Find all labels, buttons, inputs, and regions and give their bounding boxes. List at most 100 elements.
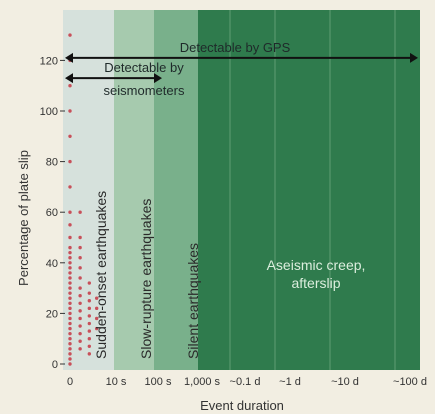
x-tick-label: ~10 d (331, 376, 359, 388)
data-point (78, 347, 82, 351)
data-point (94, 326, 99, 331)
data-point (68, 352, 72, 356)
arrow-label-gps: Detectable by GPS (180, 40, 291, 55)
region-label-1: Slow-rupture earthquakes (138, 199, 154, 359)
data-point (94, 296, 99, 300)
y-tick-label: 100 (40, 106, 58, 118)
data-point (68, 109, 72, 113)
data-point (68, 342, 72, 346)
data-point (68, 286, 72, 290)
data-point (68, 261, 72, 265)
region-label-0: Sudden-onset earthquakes (93, 191, 109, 359)
y-tick-label: 40 (46, 258, 58, 270)
data-point (68, 296, 72, 300)
arrow-head-right (154, 73, 162, 84)
arrow-head-left (65, 52, 73, 63)
data-point (78, 324, 82, 328)
data-point (78, 210, 82, 214)
y-tick-label: 0 (52, 359, 58, 371)
region-2 (154, 10, 198, 370)
data-point (68, 223, 72, 227)
data-point (68, 281, 72, 285)
y-axis-title: Percentage of plate slip (16, 150, 31, 286)
data-point (78, 293, 82, 298)
data-point (78, 276, 82, 280)
data-point (68, 185, 72, 189)
y-tick-label: 80 (46, 157, 58, 169)
data-point (87, 291, 92, 295)
x-tick-label: 100 s (145, 376, 172, 388)
data-point (68, 134, 72, 138)
data-point (78, 331, 82, 336)
data-point (87, 329, 92, 333)
x-tick-label: 1,000 s (184, 376, 221, 388)
data-point (68, 326, 72, 331)
x-tick-label: ~1 d (279, 376, 301, 388)
data-point (68, 347, 72, 351)
region-label-2: Silent earthquakes (185, 243, 201, 359)
data-point (68, 357, 72, 361)
data-point (68, 33, 72, 37)
data-point (68, 250, 72, 255)
x-tick-label: 0 (67, 376, 73, 388)
data-point (68, 84, 72, 88)
data-point (78, 339, 82, 343)
data-point (87, 352, 92, 356)
data-point (78, 235, 82, 240)
arrow-head-left (65, 73, 73, 84)
data-point (87, 306, 92, 311)
x-tick-label: 10 s (106, 376, 127, 388)
x-ticks: 0 10 s 100 s 1,000 s ~0.1 d ~1 d ~10 d ~100 d (67, 376, 427, 388)
data-point (94, 306, 99, 311)
x-tick-label: ~0.1 d (230, 376, 261, 388)
data-point (68, 245, 72, 250)
data-point (68, 291, 72, 295)
data-point (78, 301, 82, 305)
data-point (68, 321, 72, 326)
region-label-3b: afterslip (291, 275, 340, 291)
data-point (78, 286, 82, 290)
data-point (68, 331, 72, 336)
x-tick-label: ~100 d (393, 376, 427, 388)
arrow-head-right (410, 52, 418, 63)
y-tick-label: 60 (46, 207, 58, 219)
data-point (68, 306, 72, 311)
data-point (78, 245, 82, 250)
data-point (68, 159, 72, 164)
data-point (87, 314, 92, 318)
data-points (68, 33, 99, 366)
data-point (87, 299, 92, 303)
data-point (68, 276, 72, 280)
region-label-3: Aseismic creep, (267, 257, 366, 273)
region-1 (114, 10, 154, 370)
data-point (68, 256, 72, 260)
data-point (78, 316, 82, 321)
y-ticks: 0 20 40 60 80 100 120 (40, 55, 65, 371)
regions (63, 10, 420, 370)
data-point (68, 210, 72, 214)
y-tick-label: 120 (40, 55, 58, 67)
data-point (68, 301, 72, 305)
data-point (87, 321, 92, 326)
data-point (87, 337, 92, 341)
data-point (78, 256, 82, 260)
region-labels: Sudden-onset earthquakes Slow-rupture ear… (93, 191, 365, 359)
data-point (78, 266, 82, 270)
data-point (68, 362, 72, 366)
data-point (68, 311, 72, 316)
data-point (78, 309, 82, 313)
data-point (68, 337, 72, 341)
data-point (68, 316, 72, 321)
arrow-label-seismometers: Detectable by (104, 60, 184, 75)
data-point (68, 271, 72, 275)
x-axis-title: Event duration (200, 398, 284, 413)
data-point (94, 316, 99, 321)
arrows: Detectable by GPS Detectable by seismomete… (65, 40, 418, 98)
region-0 (63, 10, 114, 370)
data-point (87, 344, 92, 348)
y-tick-label: 20 (46, 308, 58, 320)
grid-lines (229, 10, 396, 370)
arrow-label-seismometers-2: seismometers (104, 83, 185, 98)
data-point (68, 235, 72, 240)
